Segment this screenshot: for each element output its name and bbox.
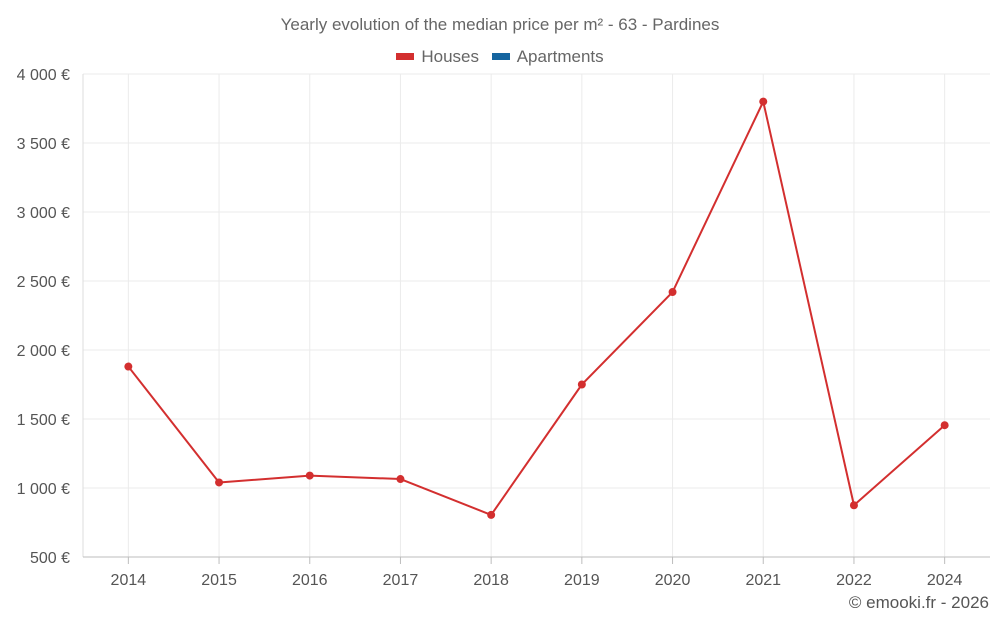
data-point-houses bbox=[759, 97, 768, 106]
data-point-houses bbox=[487, 510, 496, 519]
legend-label-houses: Houses bbox=[421, 46, 479, 66]
y-tick-label: 4 000 € bbox=[17, 67, 70, 84]
x-tick-label: 2019 bbox=[564, 572, 600, 589]
data-point-houses bbox=[940, 421, 949, 430]
y-tick-label: 2 500 € bbox=[17, 274, 70, 291]
legend-swatch-houses bbox=[396, 53, 415, 60]
data-point-houses bbox=[668, 288, 677, 297]
data-point-houses bbox=[215, 478, 224, 487]
legend-label-apartments: Apartments bbox=[516, 46, 604, 66]
y-tick-label: 1 500 € bbox=[17, 412, 70, 429]
legend-item-apartments[interactable]: Apartments bbox=[491, 46, 604, 67]
data-point-houses bbox=[124, 362, 133, 371]
y-tick-label: 3 500 € bbox=[17, 136, 70, 153]
data-point-houses bbox=[305, 471, 314, 480]
x-tick-label: 2014 bbox=[111, 572, 147, 589]
y-tick-label: 3 000 € bbox=[17, 205, 70, 222]
y-tick-label: 1 000 € bbox=[17, 481, 70, 498]
chart-legend: Houses Apartments bbox=[0, 45, 1000, 67]
copyright-credit: © emooki.fr - 2026 bbox=[848, 593, 989, 612]
y-tick-label: 500 € bbox=[30, 550, 70, 567]
x-tick-label: 2018 bbox=[473, 572, 509, 589]
x-tick-label: 2015 bbox=[201, 572, 237, 589]
legend-swatch-apartments bbox=[491, 53, 510, 60]
data-point-houses bbox=[577, 380, 586, 389]
series-line-houses bbox=[127, 100, 946, 516]
x-tick-label: 2022 bbox=[836, 572, 872, 589]
x-tick-label: 2020 bbox=[655, 572, 691, 589]
x-tick-label: 2017 bbox=[383, 572, 419, 589]
data-point-houses bbox=[849, 501, 858, 510]
data-point-houses bbox=[396, 475, 405, 484]
x-tick-label: 2024 bbox=[927, 572, 963, 589]
legend-item-houses[interactable]: Houses bbox=[396, 47, 479, 67]
y-tick-label: 2 000 € bbox=[17, 343, 70, 360]
x-tick-label: 2021 bbox=[745, 572, 781, 589]
x-tick-label: 2016 bbox=[292, 572, 328, 589]
chart-title: Yearly evolution of the median price per… bbox=[280, 15, 720, 34]
